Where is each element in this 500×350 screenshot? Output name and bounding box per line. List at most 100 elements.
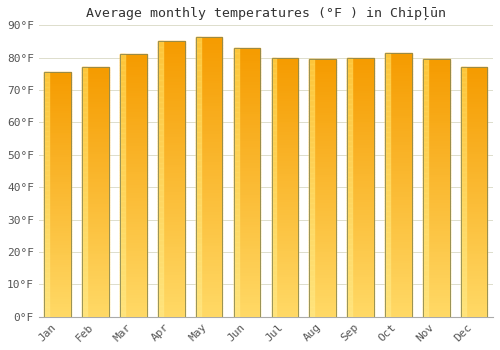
Bar (44, 165, 71, 168)
Bar (82, 112, 87, 117)
Bar (310, 201, 336, 203)
Bar (234, 263, 260, 266)
Bar (44, 199, 50, 204)
Bar (461, 272, 466, 277)
Bar (158, 135, 163, 141)
Bar (120, 122, 125, 128)
Bar (234, 185, 260, 188)
Bar (385, 282, 411, 285)
Bar (385, 211, 411, 214)
Bar (196, 255, 222, 258)
Bar (234, 139, 238, 145)
Bar (120, 285, 125, 290)
Bar (348, 265, 374, 267)
Bar (44, 72, 50, 77)
Bar (44, 182, 71, 185)
Bar (82, 234, 109, 237)
Bar (310, 275, 314, 281)
Bar (348, 107, 374, 110)
Bar (385, 69, 411, 71)
Bar (234, 177, 238, 182)
Bar (385, 63, 411, 66)
Bar (272, 172, 276, 177)
Bar (348, 94, 352, 99)
Bar (158, 47, 163, 52)
Bar (196, 289, 200, 294)
Bar (120, 248, 146, 251)
Bar (44, 128, 71, 131)
Bar (82, 142, 87, 147)
Bar (348, 237, 374, 239)
Bar (234, 223, 260, 225)
Bar (423, 121, 450, 124)
Bar (158, 44, 184, 47)
Bar (234, 247, 238, 252)
Bar (423, 80, 450, 83)
Bar (234, 104, 260, 107)
Bar (385, 267, 411, 269)
Bar (196, 180, 222, 182)
Bar (461, 262, 466, 267)
Bar (310, 239, 336, 242)
Bar (272, 291, 298, 294)
Bar (234, 172, 260, 174)
Bar (234, 174, 260, 177)
Bar (423, 312, 450, 314)
Bar (272, 234, 276, 239)
Bar (158, 273, 163, 278)
Bar (310, 260, 336, 263)
Bar (310, 167, 336, 170)
Bar (120, 233, 146, 236)
Bar (461, 202, 466, 207)
Bar (158, 58, 184, 61)
Bar (196, 143, 222, 146)
Bar (44, 253, 50, 258)
Bar (310, 113, 336, 116)
Bar (120, 120, 146, 122)
Bar (158, 174, 184, 176)
Bar (385, 285, 411, 288)
Bar (272, 117, 298, 120)
Bar (385, 135, 411, 137)
Bar (272, 115, 298, 117)
Bar (44, 312, 71, 314)
Bar (348, 185, 374, 187)
Bar (158, 185, 163, 190)
Bar (234, 118, 260, 120)
Bar (120, 157, 146, 159)
Bar (461, 68, 466, 72)
Bar (310, 198, 336, 201)
Bar (272, 167, 298, 169)
Bar (82, 270, 109, 272)
Bar (310, 309, 336, 312)
Bar (461, 102, 487, 105)
Bar (348, 288, 374, 291)
Bar (385, 240, 411, 243)
Bar (44, 190, 71, 192)
Bar (423, 229, 428, 234)
Bar (272, 229, 276, 234)
Bar (158, 141, 184, 144)
Bar (272, 84, 298, 86)
Bar (158, 91, 184, 94)
Bar (272, 141, 298, 143)
Bar (82, 242, 109, 244)
Bar (272, 125, 298, 128)
Bar (196, 286, 222, 289)
Bar (44, 111, 71, 114)
Bar (120, 117, 125, 122)
Bar (348, 71, 374, 73)
Bar (310, 165, 336, 167)
Bar (158, 94, 184, 97)
Bar (310, 203, 314, 209)
Bar (196, 59, 222, 62)
Bar (348, 234, 374, 237)
Bar (44, 307, 50, 312)
Bar (310, 288, 336, 291)
Bar (234, 225, 260, 228)
Bar (120, 96, 125, 102)
Bar (44, 82, 71, 84)
Bar (158, 176, 184, 179)
Bar (272, 89, 298, 91)
Bar (385, 90, 390, 95)
